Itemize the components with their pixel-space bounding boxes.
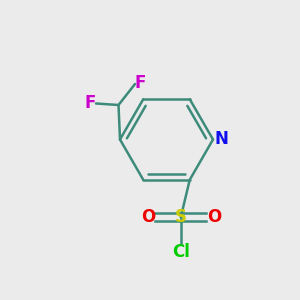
Text: Cl: Cl bbox=[172, 243, 190, 261]
Text: F: F bbox=[84, 94, 96, 112]
Text: O: O bbox=[141, 208, 155, 226]
Text: S: S bbox=[175, 208, 187, 226]
Text: F: F bbox=[135, 74, 146, 92]
Text: O: O bbox=[207, 208, 221, 226]
Text: N: N bbox=[214, 130, 228, 148]
